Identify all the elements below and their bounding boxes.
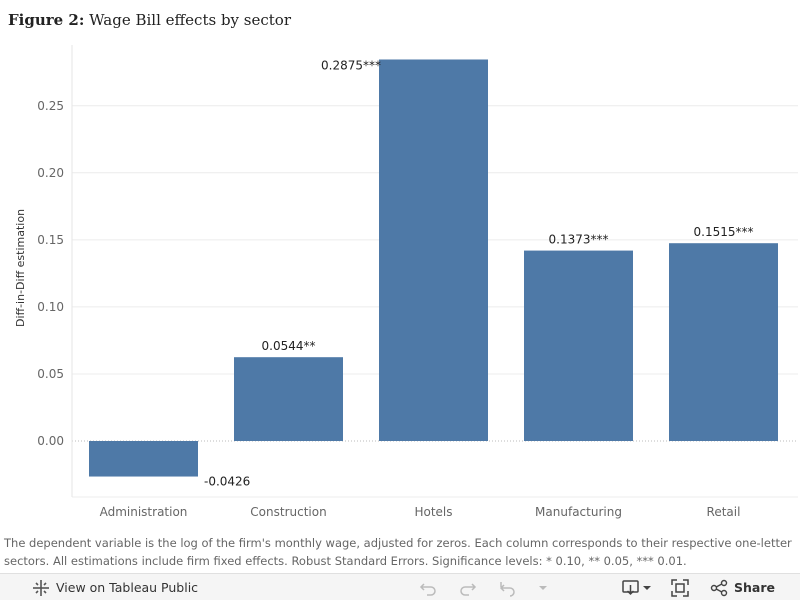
redo-icon [458,579,478,597]
data-label: 0.1515*** [694,225,754,239]
tableau-toolbar: View on Tableau Public [0,573,800,600]
footnote-line-1: The dependent variable is the log of the… [4,536,792,550]
data-labels: -0.0426 0.0544** 0.2875*** 0.1373*** 0.1515*… [204,58,754,488]
y-tick-label: 0.05 [37,367,64,381]
footnote: The dependent variable is the log of the… [4,534,796,570]
bar-construction[interactable] [234,357,343,441]
y-tick-label: 0.10 [37,300,64,314]
footnote-line-2: sectors. All estimations include firm fi… [4,554,687,568]
view-on-tableau-button[interactable]: View on Tableau Public [32,574,198,600]
data-label: 0.2875*** [321,58,381,72]
figure-number: Figure 2: [8,11,85,29]
download-button[interactable] [622,574,652,600]
data-label: -0.0426 [204,475,250,489]
data-label: 0.0544** [262,339,316,353]
x-category-label: Hotels [414,505,452,519]
y-tick-label: 0.20 [37,166,64,180]
x-category-label: Manufacturing [535,505,622,519]
figure-title-text: Wage Bill effects by sector [84,11,291,29]
share-label: Share [734,580,775,595]
y-tick-label: 0.00 [37,434,64,448]
x-category-label: Administration [100,505,188,519]
y-tick-label: 0.15 [37,233,64,247]
revert-button[interactable] [498,574,518,600]
fullscreen-button[interactable] [671,574,689,600]
bar-administration[interactable] [89,441,198,477]
revert-dropdown-button[interactable] [538,574,548,600]
x-category-label: Construction [250,505,326,519]
bar-chart: 0.00 0.05 0.10 0.15 0.20 0.25 Administration C… [14,45,798,519]
x-category-label: Retail [707,505,741,519]
dropdown-icon [538,579,548,597]
bar-manufacturing[interactable] [524,250,633,441]
revert-icon [498,579,518,597]
y-tick-label: 0.25 [37,99,64,113]
figure-title: Figure 2: Wage Bill effects by sector [8,11,291,29]
download-icon [622,579,652,597]
data-label: 0.1373*** [549,233,609,247]
share-icon [710,579,728,597]
y-axis-label: Diff-in-Diff estimation [14,209,27,327]
undo-button[interactable] [418,574,438,600]
share-button[interactable]: Share [710,574,775,600]
bar-retail[interactable] [669,243,778,441]
view-on-tableau-label: View on Tableau Public [56,580,199,595]
tableau-logo-icon [32,579,50,597]
bars [89,59,778,477]
x-axis-categories: Administration Construction Hotels Manufact… [100,505,741,519]
y-axis-ticks: 0.00 0.05 0.10 0.15 0.20 0.25 [37,99,64,448]
bar-hotels[interactable] [379,59,488,441]
undo-icon [418,579,438,597]
fullscreen-icon [671,578,689,597]
redo-button[interactable] [458,574,478,600]
